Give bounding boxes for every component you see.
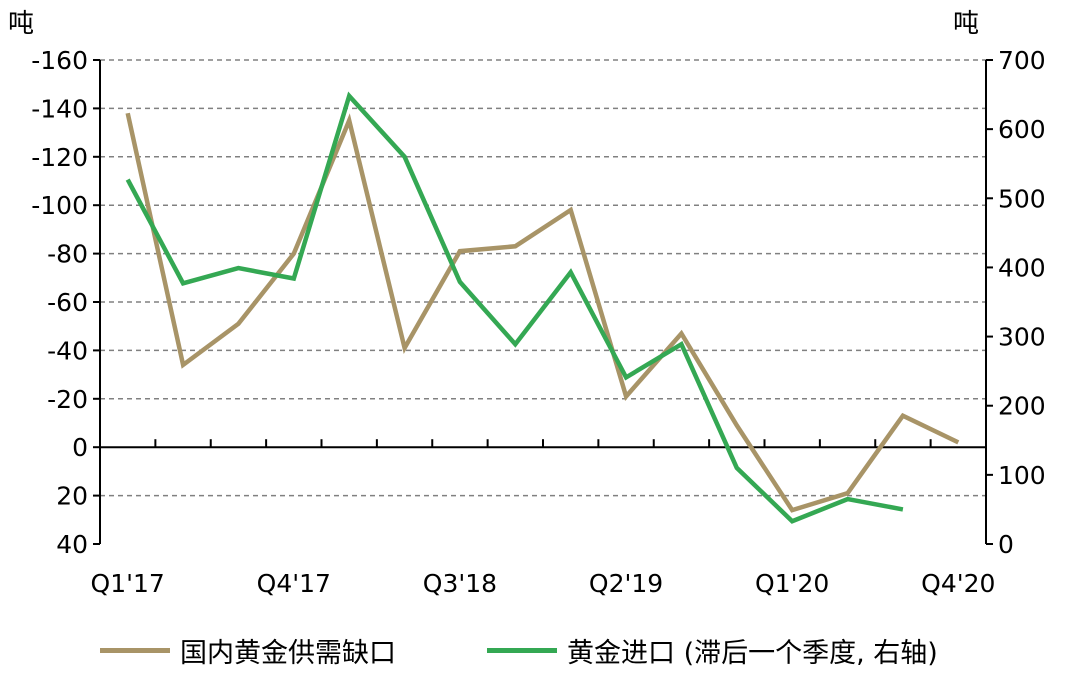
left-unit-label: 吨 [8,9,34,39]
x-tick-label: Q4'17 [257,569,331,598]
x-tick-label: Q1'20 [755,569,829,598]
left-tick-label: -20 [47,385,88,414]
grid [100,59,986,497]
x-tick-label: Q1'17 [91,569,165,598]
right-tick-label: 400 [998,253,1046,282]
legend: 国内黄金供需缺口 黄金进口 (滞后一个季度, 右轴) [0,630,1074,670]
x-tick-label: Q2'19 [589,569,663,598]
right-tick-label: 500 [998,184,1046,213]
right-tick-label: 200 [998,392,1046,421]
right-tick-label: 600 [998,115,1046,144]
left-tick-label: -40 [47,336,88,365]
legend-swatch-deficit [100,647,170,653]
legend-swatch-imports [487,647,557,653]
left-tick-label: 40 [56,530,88,559]
series-lines [125,91,960,524]
axes: -160 -140 -120 -100 -80 -60 -40 -20 0 20 40 700 600 5… [31,46,1045,598]
x-tick-label: Q4'20 [921,569,995,598]
left-tick-label: -140 [31,94,88,123]
left-tick-label: -60 [47,288,88,317]
right-unit-label: 吨 [953,9,979,39]
series-line-imports [125,91,904,524]
legend-item-deficit: 国内黄金供需缺口 [100,630,396,670]
left-tick-label: -80 [47,240,88,269]
right-tick-label: 700 [998,46,1046,75]
left-tick-label: 20 [56,482,88,511]
right-tick-label: 300 [998,323,1046,352]
legend-label-deficit: 国内黄金供需缺口 [180,637,396,669]
legend-label-imports: 黄金进口 (滞后一个季度, 右轴) [567,637,938,669]
left-tick-label: 0 [72,433,88,462]
left-tick-label: -120 [31,143,88,172]
chart: -160 -140 -120 -100 -80 -60 -40 -20 0 20 40 700 600 5… [8,9,1046,598]
right-tick-label: 100 [998,461,1046,490]
right-tick-label: 0 [998,530,1014,559]
x-tick-label: Q3'18 [423,569,497,598]
left-tick-label: -100 [31,191,88,220]
series-line-deficit [125,112,960,513]
left-tick-label: -160 [31,46,88,75]
legend-item-imports: 黄金进口 (滞后一个季度, 右轴) [487,630,938,670]
